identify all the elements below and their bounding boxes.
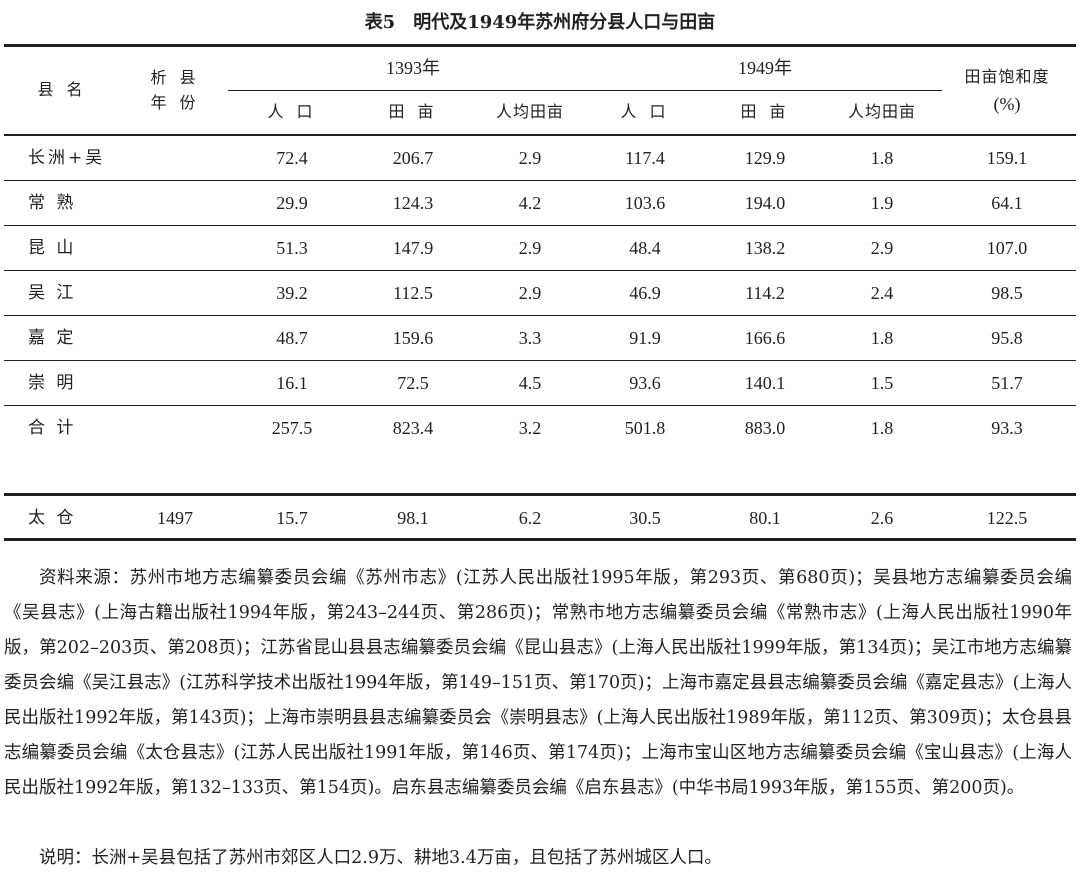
cell-pc1949: 1.8 [870,328,894,348]
cell-pc1949: 1.8 [870,418,894,438]
cell-pc1393: 2.9 [518,283,542,303]
cell-l1949: 194.0 [744,193,786,213]
year-rule [228,90,942,91]
cell-l1949: 80.1 [749,508,781,528]
header-county: 县 名 [37,80,87,99]
header-pop-1393: 人 口 [267,102,317,121]
cell-pc1393: 6.2 [518,508,542,528]
explanation-note: 说明：长洲+吴县包括了苏州市郊区人口2.9万、耕地3.4万亩，且包括了苏州城区人… [39,848,722,868]
cell-p1949: 93.6 [629,373,661,393]
cell-l1949: 114.2 [745,283,785,303]
cell-l1949: 140.1 [744,373,786,393]
cell-sat: 122.5 [986,508,1028,528]
top-rule [4,44,1076,47]
cell-p1393: 39.2 [276,283,308,303]
header-saturation-unit: (%) [993,94,1021,114]
row-divider [4,315,1076,316]
header-year-1393: 1393年 [386,58,440,78]
cell-county: 吴 江 [28,283,77,303]
cell-p1949: 91.9 [629,328,661,348]
header-pop-1949: 人 口 [620,102,670,121]
cell-pc1393: 2.9 [518,238,542,258]
cell-sat: 159.1 [986,148,1028,168]
cell-county: 长洲+吴 [28,148,106,168]
cell-p1949: 30.5 [629,508,661,528]
cell-pc1949: 1.5 [870,373,894,393]
cell-split: 1497 [157,508,193,528]
cell-pc1393: 4.5 [518,373,542,393]
cell-county: 昆 山 [28,238,77,258]
cell-pc1949: 2.4 [870,283,894,303]
row-divider [4,225,1076,226]
cell-l1949: 883.0 [744,418,786,438]
cell-l1949: 138.2 [744,238,786,258]
cell-l1393: 72.5 [397,373,429,393]
cell-l1949: 129.9 [744,148,786,168]
cell-county: 太 仓 [28,508,77,528]
bottom-rule [4,538,1076,541]
cell-sat: 107.0 [986,238,1028,258]
cell-pc1949: 1.8 [870,148,894,168]
cell-sat: 51.7 [991,373,1023,393]
cell-p1949: 48.4 [629,238,661,258]
header-land-1949: 田 亩 [740,102,790,121]
cell-p1949: 117.4 [625,148,665,168]
header-split-year-2: 年 份 [150,93,200,112]
cell-sat: 98.5 [991,283,1023,303]
cell-county: 合 计 [28,418,77,438]
header-pc-1949: 人均田亩 [847,102,917,121]
cell-p1393: 51.3 [276,238,308,258]
header-pc-1393: 人均田亩 [495,102,565,121]
cell-p1393: 72.4 [276,148,308,168]
row-divider [4,270,1076,271]
cell-p1393: 257.5 [271,418,313,438]
cell-sat: 93.3 [991,418,1023,438]
row-divider [4,180,1076,181]
cell-l1393: 112.5 [393,283,433,303]
row-divider [4,360,1076,361]
table-title: 表5 明代及1949年苏州府分县人口与田亩 [364,12,716,33]
cell-pc1393: 3.2 [518,418,542,438]
cell-p1949: 46.9 [629,283,661,303]
header-split-year-1: 析 县 [150,68,200,87]
cell-pc1949: 1.9 [870,193,894,213]
cell-l1393: 159.6 [392,328,434,348]
cell-p1393: 29.9 [276,193,308,213]
cell-p1949: 501.8 [624,418,666,438]
cell-sat: 95.8 [991,328,1023,348]
cell-county: 嘉 定 [28,328,77,348]
cell-pc1393: 4.2 [518,193,542,213]
cell-p1393: 48.7 [276,328,308,348]
cell-l1393: 124.3 [392,193,434,213]
cell-p1393: 15.7 [276,508,308,528]
cell-p1393: 16.1 [276,373,308,393]
cell-l1393: 206.7 [392,148,434,168]
cell-sat: 64.1 [991,193,1023,213]
cell-county: 崇 明 [28,373,77,393]
row-divider [4,405,1076,406]
header-year-1949: 1949年 [738,58,792,78]
cell-county: 常 熟 [28,193,77,213]
header-saturation: 田亩饱和度 [964,67,1050,86]
source-note: 资料来源：苏州市地方志编纂委员会编《苏州市志》(江苏人民出版社1995年版，第2… [4,568,1072,798]
extra-top-rule [4,493,1076,496]
cell-l1393: 823.4 [392,418,434,438]
cell-pc1393: 3.3 [518,328,542,348]
cell-l1949: 166.6 [744,328,786,348]
cell-pc1393: 2.9 [518,148,542,168]
cell-l1393: 98.1 [397,508,429,528]
header-land-1393: 田 亩 [388,102,438,121]
cell-l1393: 147.9 [392,238,434,258]
cell-pc1949: 2.6 [870,508,894,528]
cell-pc1949: 2.9 [870,238,894,258]
cell-p1949: 103.6 [624,193,666,213]
header-rule [4,134,1076,136]
